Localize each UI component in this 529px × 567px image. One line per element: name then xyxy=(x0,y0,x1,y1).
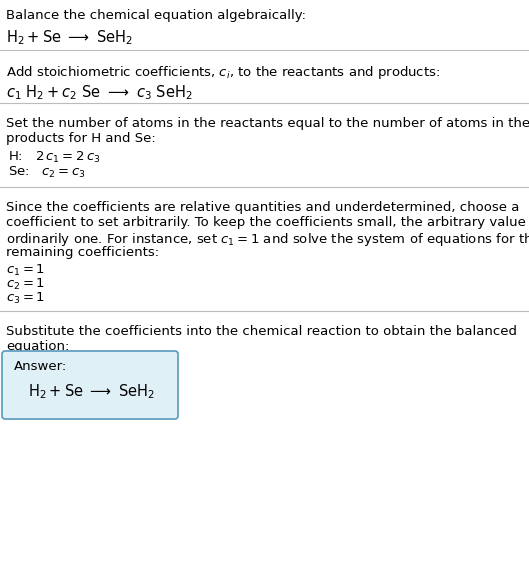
Text: $c_1 = 1$: $c_1 = 1$ xyxy=(6,263,45,278)
Text: Add stoichiometric coefficients, $c_i$, to the reactants and products:: Add stoichiometric coefficients, $c_i$, … xyxy=(6,64,440,81)
Text: Balance the chemical equation algebraically:: Balance the chemical equation algebraica… xyxy=(6,9,306,22)
Text: $\mathrm{H_2 + Se\ {\longrightarrow}\ SeH_2}$: $\mathrm{H_2 + Se\ {\longrightarrow}\ Se… xyxy=(6,28,133,46)
Text: H:   $2\,c_1 = 2\,c_3$: H: $2\,c_1 = 2\,c_3$ xyxy=(8,150,101,165)
Text: Since the coefficients are relative quantities and underdetermined, choose a: Since the coefficients are relative quan… xyxy=(6,201,519,214)
Text: $c_3 = 1$: $c_3 = 1$ xyxy=(6,291,45,306)
Text: Substitute the coefficients into the chemical reaction to obtain the balanced: Substitute the coefficients into the che… xyxy=(6,325,517,338)
Text: Set the number of atoms in the reactants equal to the number of atoms in the: Set the number of atoms in the reactants… xyxy=(6,117,529,130)
Text: products for H and Se:: products for H and Se: xyxy=(6,132,156,145)
Text: remaining coefficients:: remaining coefficients: xyxy=(6,246,159,259)
Text: equation:: equation: xyxy=(6,340,69,353)
Text: Answer:: Answer: xyxy=(14,360,67,373)
Text: ordinarily one. For instance, set $c_1 = 1$ and solve the system of equations fo: ordinarily one. For instance, set $c_1 =… xyxy=(6,231,529,248)
Text: $c_1\ \mathrm{H_2} + c_2\ \mathrm{Se}\ {\longrightarrow}\ c_3\ \mathrm{SeH_2}$: $c_1\ \mathrm{H_2} + c_2\ \mathrm{Se}\ {… xyxy=(6,83,193,101)
Text: Se:   $c_2 = c_3$: Se: $c_2 = c_3$ xyxy=(8,165,86,180)
Text: $c_2 = 1$: $c_2 = 1$ xyxy=(6,277,45,292)
Text: $\mathrm{H_2 + Se\ {\longrightarrow}\ SeH_2}$: $\mathrm{H_2 + Se\ {\longrightarrow}\ Se… xyxy=(28,382,156,401)
FancyBboxPatch shape xyxy=(2,351,178,419)
Text: coefficient to set arbitrarily. To keep the coefficients small, the arbitrary va: coefficient to set arbitrarily. To keep … xyxy=(6,216,529,229)
